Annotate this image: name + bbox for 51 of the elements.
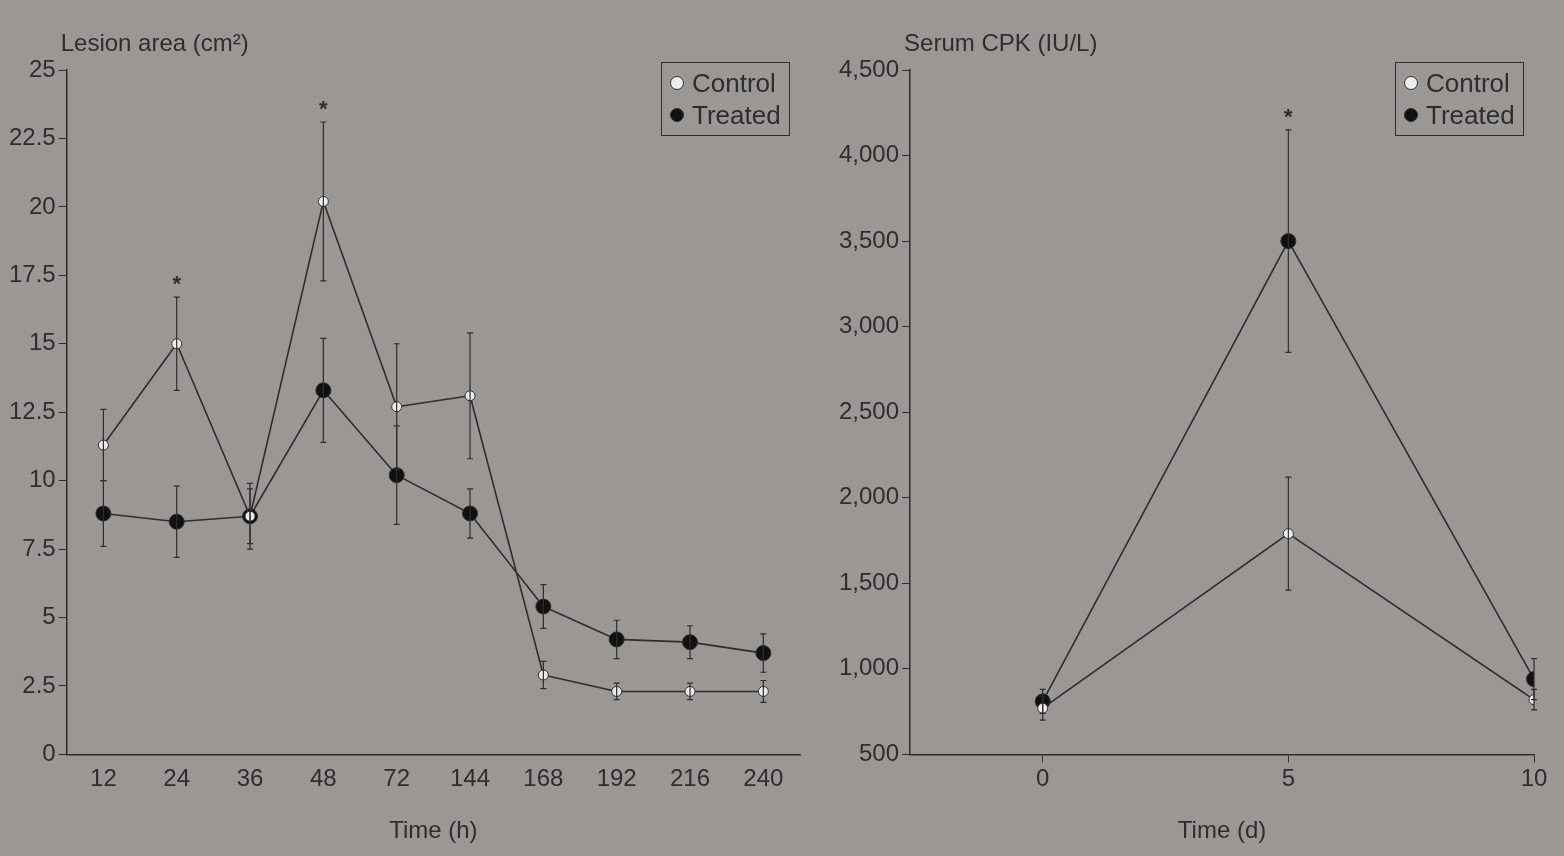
y-tick-label: 1,500	[839, 567, 900, 595]
point	[608, 631, 625, 648]
x-tick-label: 5	[1281, 764, 1296, 792]
y-tick-label: 17.5	[8, 259, 56, 287]
y-tick-label: 4,500	[839, 54, 900, 82]
x-tick-label: 168	[523, 764, 564, 792]
point	[1280, 233, 1297, 250]
y-tick-label: 25	[29, 54, 56, 82]
y-tick-label: 0	[42, 739, 56, 767]
x-tick-label: 192	[596, 764, 637, 792]
legend-label: Treated	[692, 99, 781, 131]
annotation: *	[1284, 103, 1294, 129]
y-tick-label: 15	[29, 328, 56, 356]
x-axis-title: Time (h)	[389, 816, 478, 844]
y-axis-title: Serum CPK (IU/L)	[904, 28, 1098, 56]
y-tick-label: 2.5	[22, 670, 56, 698]
y-tick-label: 3,500	[839, 225, 900, 253]
y-tick-label: 2,500	[839, 396, 900, 424]
annotation: *	[172, 271, 182, 297]
point	[168, 513, 185, 530]
annotation: *	[319, 96, 329, 122]
y-tick-label: 20	[29, 191, 56, 219]
point	[535, 598, 552, 615]
x-tick-label: 48	[310, 764, 337, 792]
x-tick-label: 24	[163, 764, 191, 792]
point	[755, 645, 772, 662]
point	[95, 505, 112, 522]
point	[315, 382, 332, 399]
y-tick-label: 5	[42, 602, 56, 630]
y-tick-label: 10	[29, 465, 56, 493]
x-tick-label: 72	[383, 764, 411, 792]
x-tick-label: 240	[743, 764, 784, 792]
y-tick-label: 22.5	[8, 123, 56, 151]
x-tick-label: 10	[1520, 764, 1548, 792]
y-tick-label: 500	[859, 739, 900, 767]
y-tick-label: 3,000	[839, 311, 900, 339]
y-tick-label: 1,000	[839, 653, 900, 681]
legend-label: Control	[1426, 67, 1510, 99]
y-tick-label: 2,000	[839, 482, 900, 510]
x-tick-label: 144	[450, 764, 491, 792]
x-axis-title: Time (d)	[1177, 816, 1267, 844]
y-tick-label: 4,000	[839, 140, 900, 168]
legend-label: Treated	[1426, 99, 1515, 131]
x-tick-label: 216	[669, 764, 711, 792]
y-tick-label: 7.5	[22, 533, 56, 561]
y-axis-title: Lesion area (cm²)	[60, 28, 249, 56]
legend-label: Control	[692, 67, 776, 99]
x-tick-label: 36	[236, 764, 264, 792]
x-tick-label: 0	[1036, 764, 1050, 792]
y-tick-label: 12.5	[8, 396, 56, 424]
x-tick-label: 12	[90, 764, 117, 792]
